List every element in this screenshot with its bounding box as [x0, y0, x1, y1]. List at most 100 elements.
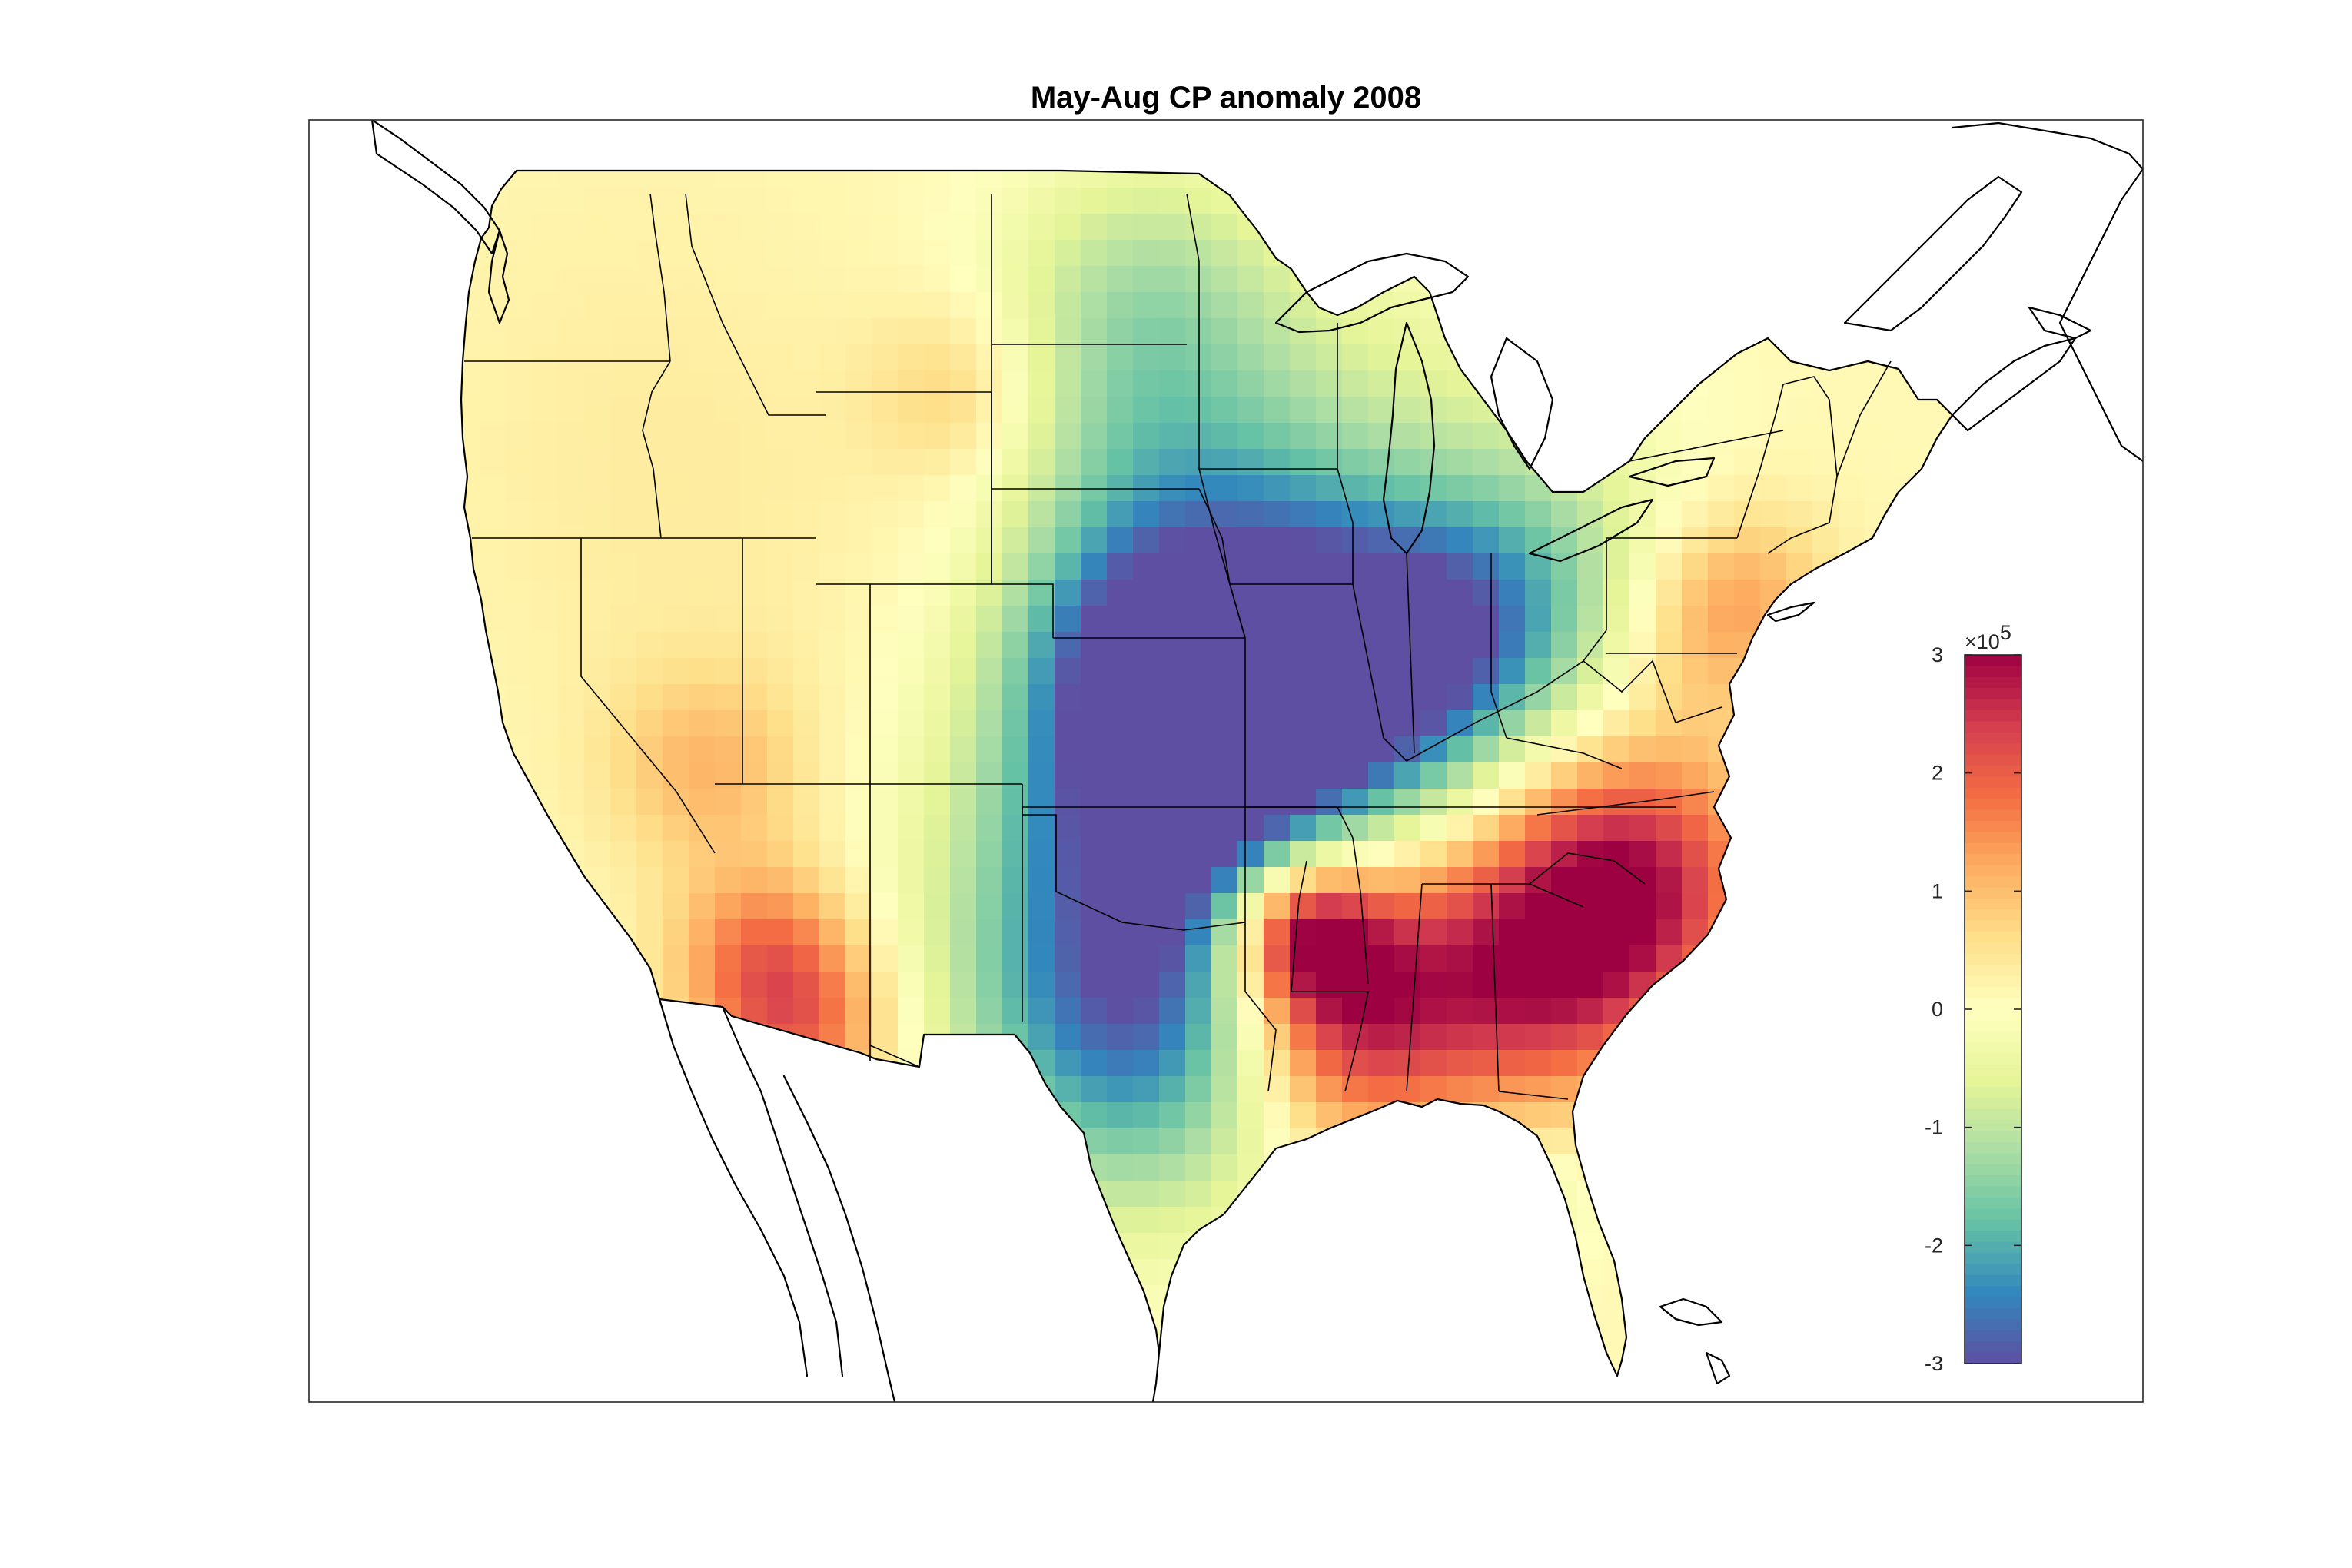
grid-cell — [1264, 1102, 1291, 1129]
grid-cell — [1133, 972, 1160, 998]
grid-cell — [1447, 632, 1473, 659]
grid-cell — [1368, 710, 1395, 737]
grid-cell — [1159, 266, 1186, 293]
grid-cell — [558, 710, 585, 737]
grid-cell — [1185, 1024, 1212, 1051]
grid-cell — [950, 580, 977, 606]
grid-cell — [1551, 1050, 1578, 1077]
grid-cell — [1002, 789, 1029, 816]
grid-cell — [584, 266, 611, 293]
grid-cell — [532, 292, 559, 319]
grid-cell — [741, 240, 768, 267]
grid-cell — [610, 632, 637, 659]
grid-cell — [1420, 1076, 1447, 1103]
grid-cell — [1107, 423, 1134, 450]
colorbar-segment — [1965, 766, 2021, 778]
grid-cell — [1159, 1102, 1186, 1129]
grid-cell — [1499, 580, 1526, 606]
grid-cell — [1499, 501, 1526, 528]
grid-cell — [1107, 1102, 1134, 1129]
grid-cell — [1211, 762, 1238, 789]
grid-cell — [636, 370, 663, 397]
grid-cell — [767, 171, 794, 188]
grid-cell — [741, 945, 768, 972]
grid-cell — [1002, 684, 1029, 711]
grid-cell — [1185, 580, 1212, 606]
grid-cell — [1368, 370, 1395, 397]
grid-cell — [1185, 972, 1212, 998]
grid-cell — [1002, 214, 1029, 241]
grid-cell — [898, 292, 925, 319]
grid-cell — [1473, 606, 1500, 633]
grid-cell — [1682, 893, 1709, 920]
grid-cell — [872, 867, 899, 894]
grid-cell — [976, 449, 1003, 476]
grid-cell — [1342, 632, 1369, 659]
grid-cell — [976, 945, 1003, 972]
grid-cell — [1603, 893, 1630, 920]
grid-cell — [506, 214, 533, 241]
grid-cell — [1028, 266, 1055, 293]
grid-cell — [1107, 762, 1134, 789]
grid-cell — [1786, 370, 1813, 397]
grid-cell — [506, 188, 533, 214]
grid-cell — [793, 397, 820, 424]
grid-cell — [1107, 710, 1134, 737]
grid-cell — [1839, 397, 1865, 424]
grid-cell — [976, 841, 1003, 868]
grid-cell — [1002, 553, 1029, 580]
grid-cell — [819, 266, 846, 293]
grid-cell — [1055, 945, 1081, 972]
grid-cell — [1499, 632, 1526, 659]
grid-cell — [1133, 893, 1160, 920]
grid-cell — [950, 867, 977, 894]
grid-cell — [1420, 893, 1447, 920]
grid-cell — [1081, 684, 1108, 711]
grid-cell — [1447, 501, 1473, 528]
grid-cell — [1237, 527, 1264, 554]
grid-cell — [1028, 344, 1055, 371]
grid-cell — [1133, 527, 1160, 554]
grid-cell — [636, 710, 663, 737]
grid-cell — [1133, 998, 1160, 1025]
grid-cell — [532, 240, 559, 267]
grid-cell — [1133, 344, 1160, 371]
grid-cell — [767, 945, 794, 972]
grid-cell — [793, 658, 820, 685]
grid-cell — [1028, 736, 1055, 763]
grid-cell — [1812, 423, 1839, 450]
grid-cell — [1237, 344, 1264, 371]
grid-cell — [1133, 606, 1160, 633]
grid-cell — [532, 684, 559, 711]
grid-cell — [1316, 945, 1343, 972]
grid-cell — [1760, 397, 1787, 424]
grid-cell — [845, 580, 872, 606]
grid-cell — [663, 919, 689, 946]
grid-cell — [1839, 475, 1865, 502]
grid-cell — [793, 292, 820, 319]
grid-cell — [1159, 658, 1186, 685]
grid-cell — [1028, 423, 1055, 450]
grid-cell — [1081, 171, 1108, 188]
grid-cell — [1159, 972, 1186, 998]
grid-cell — [872, 710, 899, 737]
grid-cell — [1525, 736, 1552, 763]
grid-cell — [741, 449, 768, 476]
grid-cell — [1028, 972, 1055, 998]
grid-cell — [1316, 1024, 1343, 1051]
grid-cell — [872, 1024, 899, 1051]
grid-cell — [715, 710, 742, 737]
grid-cell — [872, 919, 899, 946]
grid-cell — [950, 214, 977, 241]
grid-cell — [1133, 292, 1160, 319]
grid-cell — [663, 762, 689, 789]
grid-cell — [1394, 658, 1421, 685]
grid-cell — [1499, 606, 1526, 633]
grid-cell — [1107, 945, 1134, 972]
grid-cell — [1629, 815, 1656, 842]
grid-cell — [715, 684, 742, 711]
grid-cell — [636, 553, 663, 580]
grid-cell — [1499, 815, 1526, 842]
grid-cell — [976, 867, 1003, 894]
grid-cell — [1237, 762, 1264, 789]
